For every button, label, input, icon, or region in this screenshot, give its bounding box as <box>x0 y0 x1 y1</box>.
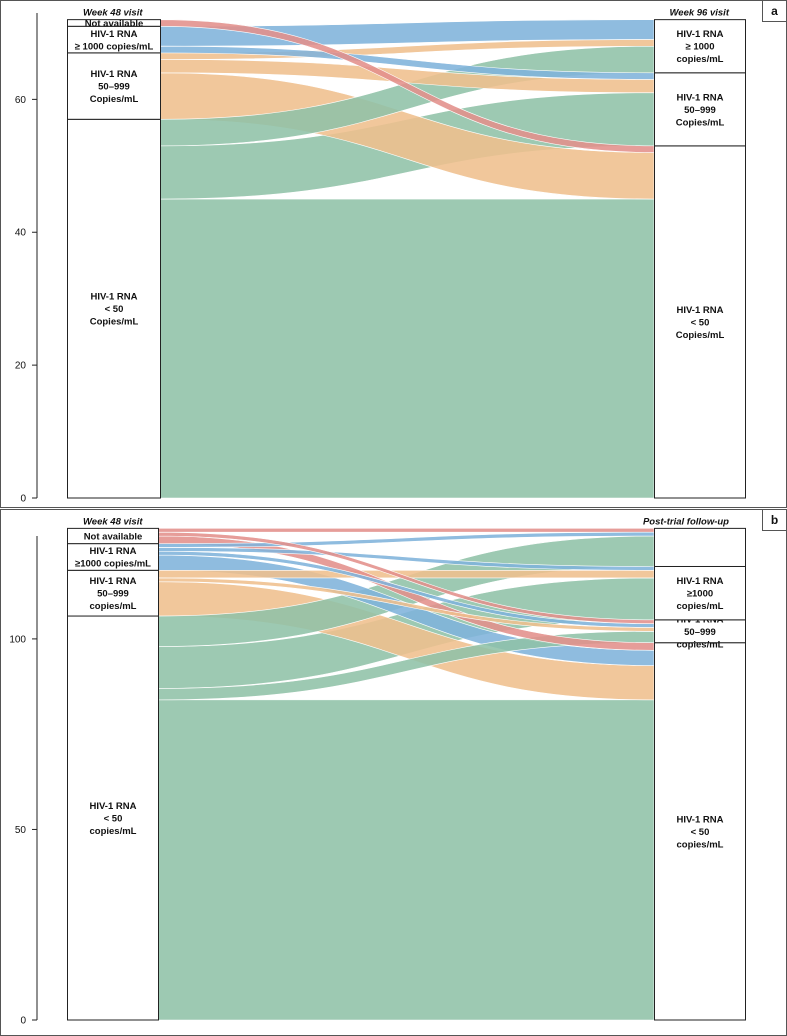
left-node-label-undetectable: HIV-1 RNA < 50 copies/mL <box>90 801 137 837</box>
right-node-undetectable <box>654 642 746 1021</box>
left-node-na <box>67 19 161 27</box>
node-label-line: Copies/mL <box>676 117 725 128</box>
left-node-low <box>67 569 159 617</box>
left-node-undetectable <box>67 118 161 499</box>
node-label-line: HIV-1 RNA <box>677 29 724 40</box>
node-label-line: HIV-1 RNA <box>91 69 138 80</box>
node-label-line: < 50 <box>105 304 124 315</box>
flow-na-to-na <box>157 528 655 533</box>
node-label-line: Copies/mL <box>90 94 139 105</box>
y-tick-label: 60 <box>15 95 27 106</box>
left-node-label-undetectable: HIV-1 RNA < 50 Copies/mL <box>90 292 139 328</box>
y-tick-label: 100 <box>9 634 26 645</box>
node-label-line: < 50 <box>691 827 710 838</box>
left-node-high <box>67 25 161 54</box>
node-label-line: ≥1000 copies/mL <box>75 559 151 570</box>
left-node-na <box>67 527 159 545</box>
node-label-line: HIV-1 RNA <box>90 801 137 812</box>
right-node-label-undetectable: HIV-1 RNA < 50 copies/mL <box>677 814 724 850</box>
y-tick-label: 0 <box>20 494 26 505</box>
node-label-line: copies/mL <box>677 639 724 650</box>
node-label-line: copies/mL <box>90 826 137 837</box>
node-label-line: ≥ 1000 <box>686 42 715 53</box>
y-tick-label: 0 <box>20 1016 26 1027</box>
right-node-label-high: HIV-1 RNA ≥1000 copies/mL <box>677 576 724 612</box>
right-node-undetectable <box>654 145 746 499</box>
node-label-line: 50–999 <box>98 82 130 93</box>
left-node-label-low: HIV-1 RNA 50–999 copies/mL <box>90 576 137 612</box>
left-node-label-na: Not available <box>84 532 143 543</box>
right-node-label-high: HIV-1 RNA ≥ 1000 copies/mL <box>677 29 724 65</box>
left-node-label-na: Not available <box>85 18 144 29</box>
node-label-line: Copies/mL <box>676 330 725 341</box>
right-header: Week 96 visit <box>669 8 729 19</box>
right-header: Post-trial follow-up <box>643 516 729 527</box>
left-node-label-high: HIV-1 RNA ≥ 1000 copies/mL <box>75 29 154 53</box>
node-label-line: HIV-1 RNA <box>677 576 724 587</box>
left-node-undetectable <box>67 615 159 1021</box>
node-label-line: 50–999 <box>684 105 716 116</box>
left-header: Week 48 visit <box>83 516 143 527</box>
node-label-line: < 50 <box>104 814 123 825</box>
right-node-high <box>654 565 746 621</box>
node-label-line: Copies/mL <box>90 317 139 328</box>
node-label-line: HIV-1 RNA <box>91 292 138 303</box>
node-label-line: 50–999 <box>97 589 129 600</box>
node-label-line: ≥1000 <box>687 589 713 600</box>
node-label-line: copies/mL <box>90 601 137 612</box>
flow-undetectable-to-undetectable <box>157 699 655 1021</box>
left-node-label-high: HIV-1 RNA ≥1000 copies/mL <box>75 546 151 570</box>
right-node-label-undetectable: HIV-1 RNA < 50 Copies/mL <box>676 305 725 341</box>
right-node-label-low: HIV-1 RNA 50–999 Copies/mL <box>676 92 725 128</box>
flows <box>157 528 655 1021</box>
y-tick-label: 40 <box>15 228 27 239</box>
node-label-line: copies/mL <box>677 54 724 65</box>
node-label-line: 50–999 <box>684 627 716 638</box>
y-tick-label: 20 <box>15 361 27 372</box>
flows <box>159 19 655 499</box>
node-label-line: < 50 <box>691 317 710 328</box>
left-header: Week 48 visit <box>83 8 143 19</box>
left-node-label-low: HIV-1 RNA 50–999 Copies/mL <box>90 69 139 105</box>
left-node-low <box>67 52 161 120</box>
node-label-line: HIV-1 RNA <box>677 305 724 316</box>
right-node-low <box>654 72 746 147</box>
node-label-line: Not available <box>85 18 144 29</box>
panel-label: a <box>771 4 778 18</box>
panel-label: b <box>771 513 778 527</box>
node-label-line: HIV-1 RNA <box>90 546 137 557</box>
right-node-high <box>654 19 746 74</box>
node-label-line: HIV-1 RNA <box>677 92 724 103</box>
y-tick-label: 50 <box>15 825 27 836</box>
node-label-line: HIV-1 RNA <box>91 29 138 40</box>
node-label-line: Not available <box>84 532 143 543</box>
flow-undetectable-to-undetectable <box>159 198 655 499</box>
node-label-line: HIV-1 RNA <box>677 814 724 825</box>
node-label-line: copies/mL <box>677 839 724 850</box>
node-label-line: HIV-1 RNA <box>90 576 137 587</box>
node-label-line: copies/mL <box>677 601 724 612</box>
right-node-na <box>654 527 746 567</box>
node-label-line: ≥ 1000 copies/mL <box>75 41 154 52</box>
